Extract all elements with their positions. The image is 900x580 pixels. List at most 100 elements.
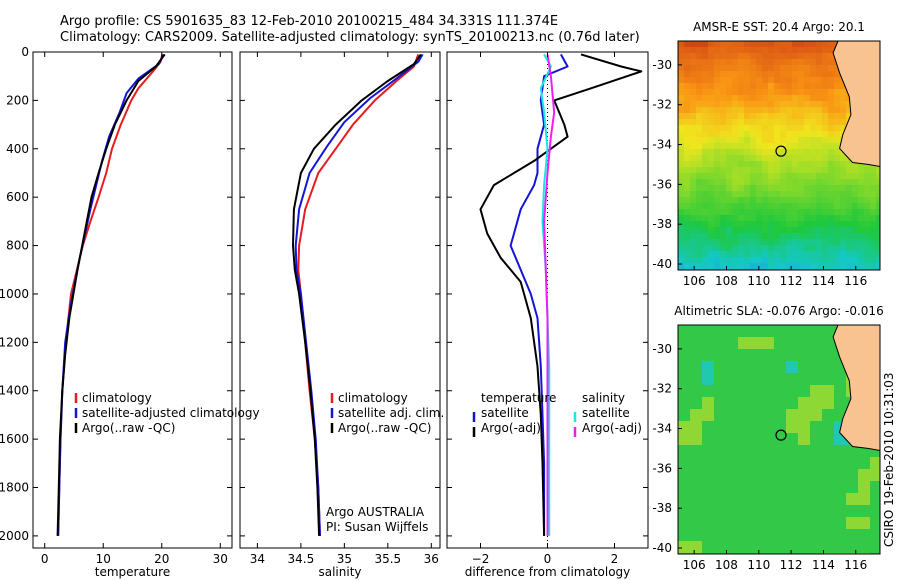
map-cell <box>684 433 690 439</box>
map-cell <box>804 415 810 421</box>
map-cell <box>678 529 684 535</box>
map-cell <box>690 463 696 469</box>
map-cell <box>816 239 822 245</box>
map-cell <box>726 77 732 83</box>
map-cell <box>792 349 798 355</box>
map-cell <box>828 137 834 143</box>
map-cell <box>804 239 810 245</box>
map-cell <box>738 391 744 397</box>
map-cell <box>708 391 714 397</box>
map-cell <box>774 379 780 385</box>
map-cell <box>690 83 696 89</box>
map-cell <box>774 251 780 257</box>
map-cell <box>780 137 786 143</box>
map-cell <box>852 173 858 179</box>
map-cell <box>840 469 846 475</box>
map-cell <box>780 95 786 101</box>
map-cell <box>696 451 702 457</box>
map-cell <box>714 191 720 197</box>
x-tick-label: 108 <box>715 558 738 572</box>
map-cell <box>744 59 750 65</box>
map-cell <box>768 433 774 439</box>
map-cell <box>732 397 738 403</box>
map-cell <box>834 167 840 173</box>
map-cell <box>780 451 786 457</box>
map-cell <box>840 499 846 505</box>
map-cell <box>750 451 756 457</box>
map-cell <box>834 451 840 457</box>
map-cell <box>768 137 774 143</box>
map-cell <box>678 367 684 373</box>
map-cell <box>738 469 744 475</box>
map-cell <box>828 367 834 373</box>
map-cell <box>702 337 708 343</box>
map-cell <box>816 173 822 179</box>
map-cell <box>768 155 774 161</box>
map-cell <box>834 191 840 197</box>
map-cell <box>810 71 816 77</box>
map-cell <box>744 209 750 215</box>
map-cell <box>840 445 846 451</box>
map-cell <box>738 385 744 391</box>
y-tick-label: -30 <box>652 58 672 72</box>
map-cell <box>750 89 756 95</box>
map-cell <box>810 41 816 47</box>
map-cell <box>738 325 744 331</box>
map-cell <box>678 325 684 331</box>
map-cell <box>690 101 696 107</box>
map-cell <box>876 535 880 541</box>
map-cell <box>834 361 840 367</box>
map-title: Altimetric SLA: -0.076 Argo: -0.016 <box>674 304 883 318</box>
map-cell <box>762 149 768 155</box>
map-cell <box>816 227 822 233</box>
map-cell <box>816 155 822 161</box>
map-cell <box>702 233 708 239</box>
map-cell <box>696 331 702 337</box>
map-cell <box>870 239 876 245</box>
map-cell <box>816 233 822 239</box>
map-cell <box>804 125 810 131</box>
map-cell <box>708 451 714 457</box>
map-cell <box>828 337 834 343</box>
map-cell <box>684 397 690 403</box>
map-cell <box>864 191 870 197</box>
map-cell <box>810 523 816 529</box>
map-cell <box>822 41 828 47</box>
map-cell <box>864 535 870 541</box>
map-cell <box>864 469 870 475</box>
map-cell <box>744 173 750 179</box>
map-cell <box>810 209 816 215</box>
map-cell <box>708 361 714 367</box>
map-cell <box>774 541 780 547</box>
map-cell <box>756 451 762 457</box>
x-tick-label: 110 <box>747 558 770 572</box>
map-cell <box>744 475 750 481</box>
map-cell <box>780 469 786 475</box>
map-cell <box>816 125 822 131</box>
map-cell <box>798 403 804 409</box>
map-cell <box>774 481 780 487</box>
map-cell <box>786 251 792 257</box>
map-cell <box>786 517 792 523</box>
map-cell <box>786 215 792 221</box>
map-cell <box>768 331 774 337</box>
map-cell <box>744 337 750 343</box>
map-cell <box>750 433 756 439</box>
map-cell <box>822 143 828 149</box>
map-cell <box>726 391 732 397</box>
map-cell <box>828 397 834 403</box>
map-cell <box>864 541 870 547</box>
map-cell <box>678 161 684 167</box>
map-cell <box>840 227 846 233</box>
map-cell <box>816 397 822 403</box>
map-cell <box>702 355 708 361</box>
map-cell <box>714 433 720 439</box>
map-cell <box>828 191 834 197</box>
x-tick-label: 112 <box>780 274 803 288</box>
map-cell <box>804 421 810 427</box>
map-cell <box>846 517 852 523</box>
map-cell <box>750 173 756 179</box>
map-cell <box>780 251 786 257</box>
map-cell <box>762 433 768 439</box>
map-cell <box>816 71 822 77</box>
